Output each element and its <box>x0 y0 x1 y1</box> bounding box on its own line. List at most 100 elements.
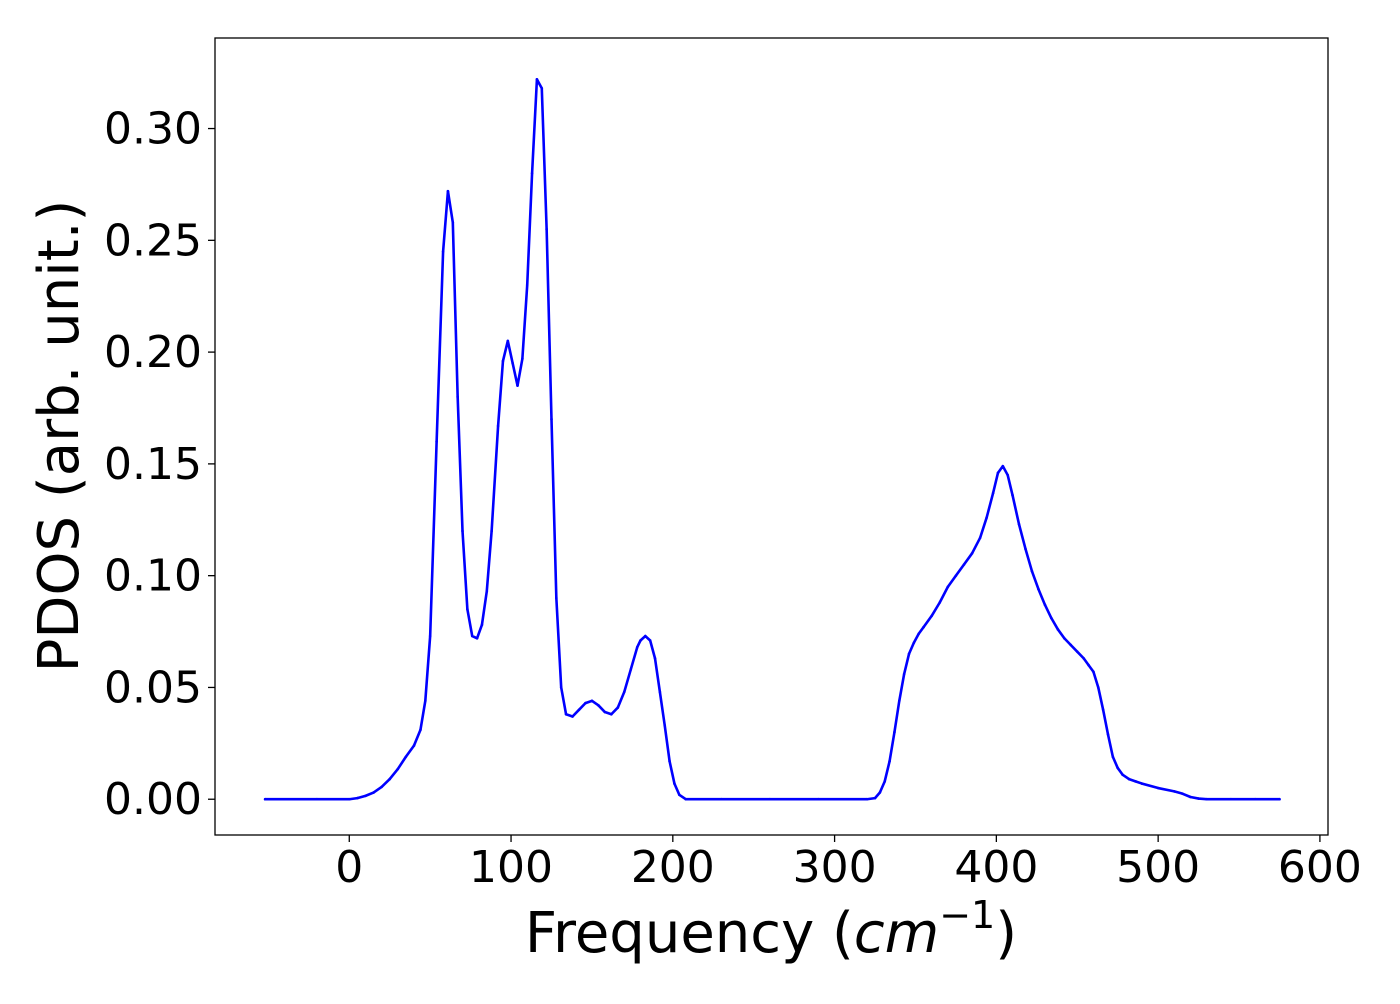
data-point <box>1006 473 1009 477</box>
data-point <box>315 797 319 801</box>
y-tick-label: 0.10 <box>104 551 202 602</box>
data-point <box>1173 790 1176 793</box>
data-point <box>1111 755 1115 759</box>
data-point <box>970 552 974 555</box>
data-point <box>991 491 995 495</box>
data-point <box>629 668 633 671</box>
x-tick-label: 100 <box>469 842 553 893</box>
data-point <box>907 652 911 656</box>
data-point <box>954 574 958 577</box>
data-point <box>475 636 479 640</box>
data-point <box>1030 569 1034 573</box>
x-tick-label: 400 <box>954 842 1038 893</box>
data-point <box>962 563 966 566</box>
data-point <box>653 657 657 660</box>
data-point <box>496 424 500 428</box>
data-point <box>622 690 626 694</box>
data-point <box>1101 708 1105 712</box>
data-point <box>1037 587 1040 591</box>
y-tick-label: 0.30 <box>104 104 202 155</box>
data-point <box>456 395 459 399</box>
data-point <box>1043 603 1047 607</box>
data-point <box>938 601 942 604</box>
data-point <box>677 793 681 797</box>
data-point <box>644 634 647 638</box>
x-axis-ticks: 0 100 200 300 400 500 600 <box>335 835 1362 893</box>
y-axis-ticks: 0.00 0.05 0.10 0.15 0.20 0.25 0.30 <box>104 104 215 825</box>
x-tick-label: 0 <box>335 842 363 893</box>
x-axis-label: Frequency (cm−1) <box>525 893 1017 966</box>
x-tick-label: 200 <box>631 842 715 893</box>
data-point <box>577 708 581 712</box>
data-point <box>1001 464 1005 468</box>
data-point <box>545 227 548 231</box>
data-point <box>1106 733 1110 736</box>
data-point <box>1087 663 1090 667</box>
data-point <box>1229 797 1233 801</box>
data-point <box>597 704 600 707</box>
data-point <box>720 797 723 801</box>
data-point <box>1253 797 1257 801</box>
data-point <box>817 797 820 801</box>
data-point <box>1056 628 1060 631</box>
data-point <box>610 712 613 716</box>
data-point <box>1134 780 1137 783</box>
data-point <box>878 791 882 794</box>
data-point <box>372 791 375 794</box>
y-tick-label: 0.00 <box>104 774 202 825</box>
data-point <box>501 359 505 363</box>
data-point <box>1050 616 1053 620</box>
data-point <box>648 639 652 642</box>
data-point <box>364 794 367 798</box>
data-point <box>663 724 667 727</box>
data-point <box>978 536 982 539</box>
data-point <box>564 712 568 716</box>
data-point <box>1096 686 1100 689</box>
data-point <box>396 767 400 771</box>
data-point <box>1140 782 1144 785</box>
data-point <box>1127 777 1131 781</box>
data-points <box>263 78 1281 801</box>
data-point <box>428 634 432 638</box>
data-point <box>639 639 642 642</box>
plot-background <box>215 38 1328 835</box>
x-tick-label: 500 <box>1116 842 1200 893</box>
data-point <box>419 728 422 732</box>
data-point <box>898 699 901 703</box>
x-axis-label-text: Frequency ( <box>525 901 854 966</box>
data-point <box>1024 547 1027 551</box>
data-point <box>388 777 392 781</box>
data-point <box>559 686 563 689</box>
data-point <box>1121 773 1124 776</box>
data-point <box>922 625 925 629</box>
x-tick-label: 600 <box>1278 842 1362 893</box>
data-point <box>404 755 408 759</box>
data-point <box>516 384 519 387</box>
data-point <box>1181 792 1184 795</box>
data-point <box>873 796 877 800</box>
data-point <box>535 78 539 81</box>
data-point <box>584 701 587 705</box>
data-point <box>1011 493 1014 497</box>
data-point <box>1197 797 1200 800</box>
data-point <box>930 614 933 618</box>
data-point <box>1017 522 1021 526</box>
data-point <box>347 797 351 801</box>
data-point <box>888 759 891 763</box>
data-point <box>883 780 887 783</box>
data-point <box>1156 786 1160 790</box>
data-point <box>550 417 553 421</box>
plot-frame <box>214 37 1329 836</box>
data-point <box>380 785 383 789</box>
data-point <box>441 250 445 253</box>
data-point <box>658 690 662 694</box>
data-point <box>1063 636 1066 640</box>
data-point <box>1075 650 1079 653</box>
data-point <box>470 634 474 638</box>
data-point <box>555 596 558 600</box>
data-point <box>571 715 574 718</box>
y-axis-label: PDOS (arb. unit.) <box>27 200 92 673</box>
data-point <box>590 699 594 703</box>
